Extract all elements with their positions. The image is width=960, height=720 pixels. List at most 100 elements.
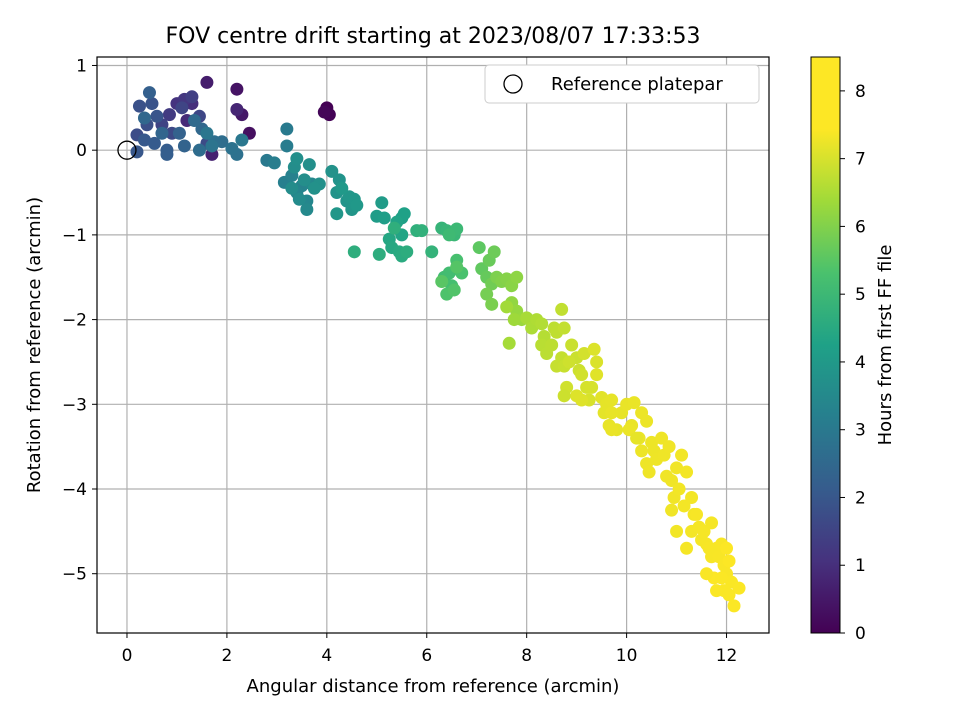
data-point	[630, 431, 644, 445]
data-point	[655, 431, 669, 445]
data-point	[415, 224, 429, 238]
data-point	[500, 300, 514, 314]
data-point	[425, 245, 439, 259]
data-point	[480, 287, 494, 301]
data-point	[555, 302, 569, 316]
data-point	[187, 114, 201, 128]
data-point	[230, 103, 244, 117]
data-point	[685, 490, 699, 504]
data-point	[400, 245, 414, 259]
data-point	[590, 368, 604, 382]
data-point	[450, 260, 464, 274]
data-point	[565, 338, 579, 352]
colorbar-tick-label: 2	[855, 488, 866, 508]
x-tick-label: 8	[521, 646, 532, 666]
x-tick-label: 10	[616, 646, 638, 666]
data-point	[680, 465, 694, 479]
data-point	[307, 181, 321, 195]
legend: Reference platepar	[484, 64, 760, 104]
y-tick-label: −4	[62, 480, 87, 500]
data-point	[710, 584, 724, 598]
y-tick-label: −2	[62, 311, 87, 331]
colorbar-tick-label: 1	[855, 556, 866, 576]
data-point	[510, 270, 524, 284]
data-point	[160, 147, 174, 161]
data-point	[435, 274, 449, 288]
data-point	[662, 440, 676, 454]
data-point	[700, 567, 714, 581]
data-point	[290, 152, 304, 166]
data-point	[535, 317, 549, 331]
data-point	[280, 122, 294, 136]
colorbar-tick-label: 4	[855, 353, 866, 373]
data-point	[150, 109, 164, 123]
data-point	[677, 499, 691, 513]
y-tick-label: 0	[76, 141, 87, 161]
y-tick-label: −5	[62, 565, 87, 585]
chart-title: FOV centre drift starting at 2023/08/07 …	[166, 24, 701, 49]
data-point	[377, 211, 391, 225]
data-point	[520, 311, 534, 325]
data-point	[347, 245, 361, 259]
data-point	[502, 336, 516, 350]
data-point	[225, 141, 239, 155]
data-point	[575, 393, 589, 407]
data-point	[575, 368, 589, 382]
data-point	[622, 423, 636, 437]
data-point	[487, 245, 501, 259]
data-point	[697, 524, 711, 538]
data-point	[665, 474, 679, 488]
data-point	[300, 202, 314, 216]
y-tick-label: −3	[62, 395, 87, 415]
colorbar-tick-label: 3	[855, 421, 866, 441]
x-axis-label: Angular distance from reference (arcmin)	[247, 676, 620, 697]
data-point	[680, 541, 694, 555]
data-point	[267, 156, 281, 170]
data-point	[230, 82, 244, 96]
colorbar-tick-label: 6	[855, 217, 866, 237]
data-point	[285, 181, 299, 195]
plot-frame	[96, 56, 770, 634]
data-point	[325, 164, 339, 178]
data-point	[605, 423, 619, 437]
data-point	[642, 465, 656, 479]
y-tick-label: 1	[76, 56, 87, 76]
data-point	[372, 247, 386, 261]
data-point	[350, 198, 364, 212]
x-axis: 0 2 4 6 8 10 12	[122, 633, 737, 666]
data-point	[375, 196, 389, 210]
data-point	[155, 126, 169, 140]
data-point	[635, 444, 649, 458]
data-point	[590, 355, 604, 369]
data-point	[605, 406, 619, 420]
data-point	[397, 207, 411, 221]
data-point	[447, 283, 461, 297]
colorbar: 0 1 2 3 4 5 6 7 8 Hours from first FF file	[810, 56, 896, 644]
data-point	[722, 554, 736, 568]
data-point	[387, 221, 401, 235]
reference-marker	[117, 140, 137, 160]
colorbar-tick-label: 7	[855, 150, 866, 170]
x-tick-label: 0	[122, 646, 133, 666]
data-point	[640, 414, 654, 428]
data-point	[557, 321, 571, 335]
grid	[97, 57, 769, 633]
data-point	[705, 516, 719, 530]
data-point	[585, 380, 599, 394]
y-axis-label: Rotation from reference (arcmin)	[24, 197, 45, 493]
data-point	[587, 342, 601, 356]
data-point	[292, 192, 306, 206]
data-point	[302, 158, 316, 172]
data-point	[605, 393, 619, 407]
data-points	[130, 75, 746, 613]
colorbar-label: Hours from first FF file	[875, 245, 896, 446]
data-point	[235, 133, 249, 147]
data-point	[577, 346, 591, 360]
data-point	[177, 139, 191, 153]
data-point	[507, 313, 521, 327]
data-point	[670, 461, 684, 475]
data-point	[722, 588, 736, 602]
legend-reference-icon	[503, 74, 523, 94]
data-point	[297, 173, 311, 187]
